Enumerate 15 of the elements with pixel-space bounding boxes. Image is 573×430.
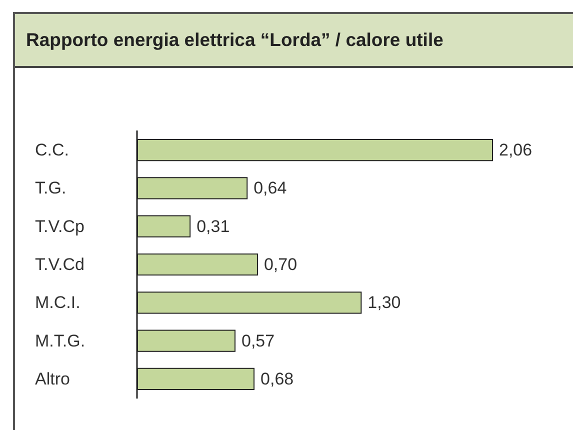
y-tick-label: C.C. [35,140,69,160]
y-tick-label: Altro [35,369,70,388]
data-label: 1,30 [368,293,401,312]
chart-title: Rapporto energia elettrica “Lorda” / calore utile [26,29,444,51]
y-tick-label: T.G. [35,178,66,198]
y-tick-label: T.V.Cd [35,255,84,274]
y-tick-label: M.T.G. [35,331,86,350]
data-label: 2,06 [499,140,532,160]
data-label: 0,64 [254,178,287,198]
y-tick-label: T.V.Cp [35,216,84,236]
data-label: 0,31 [196,216,230,236]
data-label: 0,70 [264,255,298,274]
data-label: 0,68 [260,369,294,388]
data-label: 0,57 [242,331,275,350]
y-tick-label: M.C.I. [35,293,80,312]
